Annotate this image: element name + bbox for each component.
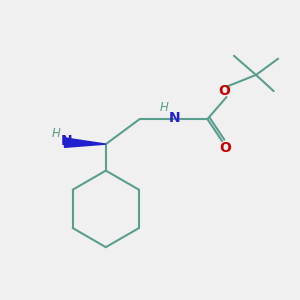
Text: N: N (169, 111, 181, 124)
Polygon shape (64, 138, 106, 147)
Text: H: H (52, 127, 61, 140)
Text: H: H (160, 101, 169, 114)
Text: N: N (60, 134, 72, 148)
Text: O: O (218, 83, 230, 98)
Text: O: O (220, 141, 232, 154)
